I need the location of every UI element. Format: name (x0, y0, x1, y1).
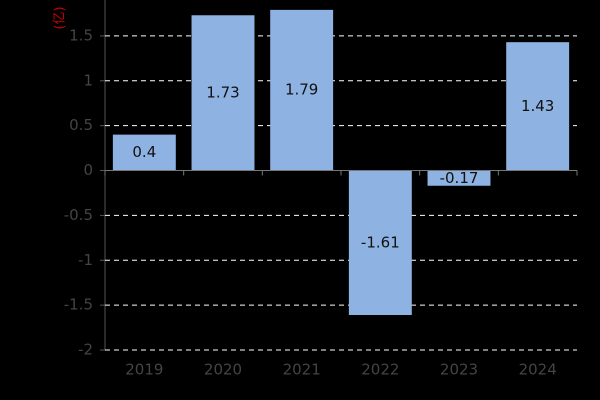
bar (191, 15, 255, 171)
x-tick-label: 2023 (440, 361, 478, 379)
bar (427, 170, 491, 186)
x-tick-label: 2020 (204, 361, 242, 379)
y-tick-label: -0.5 (64, 206, 93, 224)
value-label: -1.61 (361, 233, 400, 251)
y-tick-label: 1 (83, 71, 93, 89)
y-tick-label: 0.5 (69, 116, 93, 134)
y-axis-label: (亿) (53, 6, 68, 29)
bar (348, 170, 412, 315)
y-tick-label: -1.5 (64, 296, 93, 314)
x-tick-label: 2021 (283, 361, 321, 379)
value-label: 0.4 (132, 143, 156, 161)
x-tick-label: 2022 (361, 361, 399, 379)
y-tick-label: 1.5 (69, 26, 93, 44)
y-tick-label: -1 (78, 251, 93, 269)
x-tick-label: 2019 (125, 361, 163, 379)
bar (112, 134, 176, 171)
bar (270, 9, 334, 171)
bar (506, 42, 570, 171)
x-tick-label: 2024 (519, 361, 557, 379)
y-tick-label: -2 (78, 341, 93, 359)
value-label: -0.17 (440, 169, 479, 187)
y-tick-label: 0 (83, 161, 93, 179)
value-label: 1.79 (285, 81, 318, 99)
value-label: 1.43 (521, 97, 554, 115)
value-label: 1.73 (206, 83, 239, 101)
